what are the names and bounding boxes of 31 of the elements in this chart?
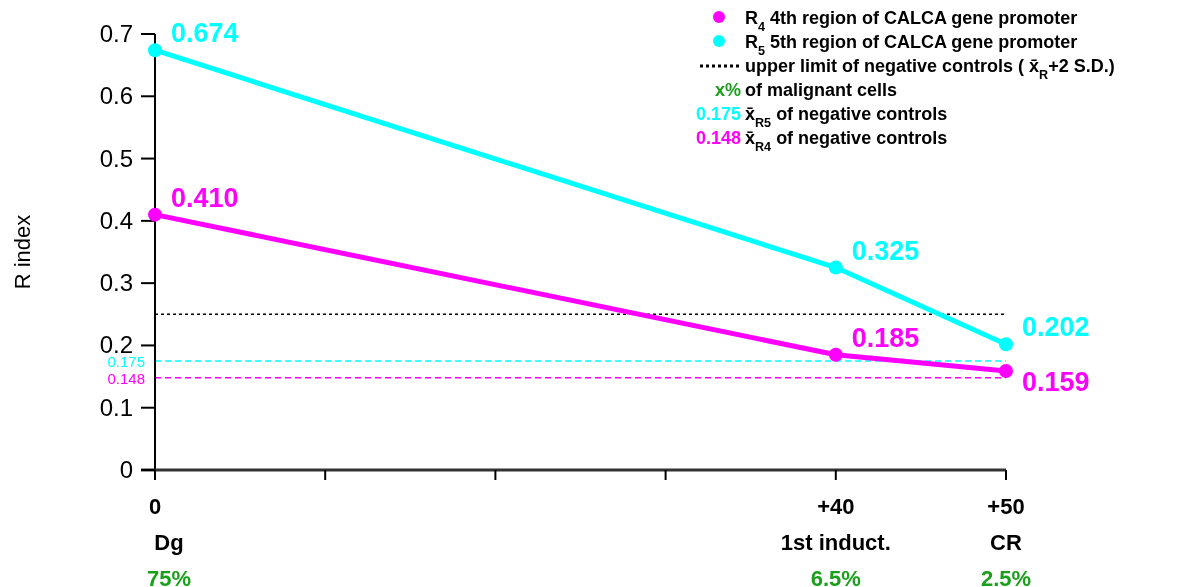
- data-label: 0.202: [1022, 312, 1090, 343]
- y-tick-label: 0.6: [99, 82, 133, 110]
- annotation: x% of malignant cells: [714, 80, 898, 100]
- y-tick-label: 0.3: [99, 269, 133, 297]
- data-label: 0.410: [171, 182, 239, 213]
- x-tick-label: +50: [987, 494, 1025, 519]
- y-tick-label: 0: [119, 456, 133, 483]
- x-tick-label: +40: [817, 494, 855, 519]
- text: 2.5%: [980, 566, 1032, 587]
- text: 1st induct.: [780, 530, 891, 555]
- data-label: 0.674: [171, 18, 239, 49]
- legend-label: R$_{4}$ 4th region of CALCA gene promoter: [745, 8, 1078, 34]
- x-tick-label: 0: [148, 494, 162, 519]
- y-tick-label: 0.1: [99, 393, 133, 421]
- y-axis-title: R index: [10, 214, 35, 290]
- text: CR: [990, 530, 1022, 555]
- legend-label: R$_{5}$ 5th region of CALCA gene promoter: [745, 32, 1078, 58]
- y-tick-label: 0.7: [99, 20, 133, 47]
- y-tick-label: 0.4: [99, 206, 133, 234]
- legend-label: upper limit of negative controls ( x̄$_{R}$+2 S.D.): [745, 56, 1115, 82]
- ref-line-label: 0.148: [107, 369, 145, 387]
- ref-line-label: 0.175: [107, 353, 145, 370]
- data-label: 0.159: [1022, 366, 1090, 397]
- text: 75%: [146, 566, 192, 587]
- data-label: 0.185: [851, 322, 920, 353]
- text: Dg: [154, 530, 184, 555]
- y-tick-label: 0.5: [99, 144, 133, 172]
- data-label: 0.325: [851, 235, 920, 266]
- annotation: 0.175 x̄$_{R5}$ of negative controls: [695, 104, 948, 130]
- annotation: 0.148 x̄$_{R4}$ of negative controls: [695, 128, 948, 154]
- text: 6.5%: [810, 566, 861, 587]
